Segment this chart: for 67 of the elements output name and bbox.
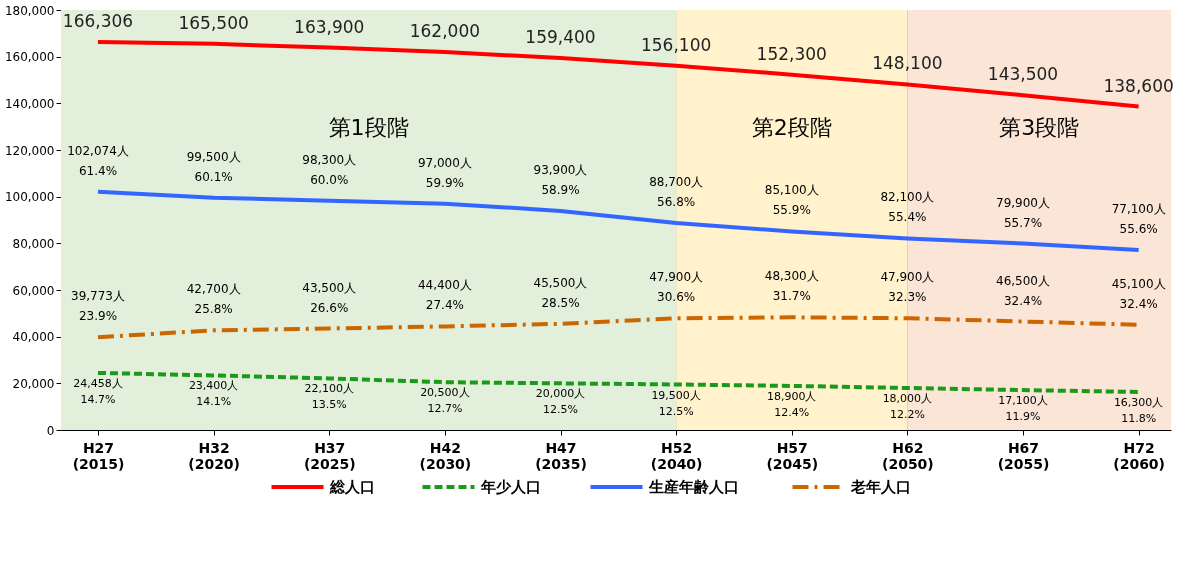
y-tick-label: 20,000 <box>12 376 55 391</box>
data-label: 138,600 <box>1103 75 1174 96</box>
data-label: 45,500人 28.5% <box>533 275 588 310</box>
y-tick-label: 0 <box>46 423 55 438</box>
data-label: 47,900人 30.6% <box>649 270 704 305</box>
y-tick-label: 180,000 <box>4 3 55 18</box>
data-label: 98,300人 60.0% <box>302 152 357 187</box>
data-label: 18,000人 12.2% <box>882 392 933 421</box>
data-label: 93,900人 58.9% <box>533 162 588 197</box>
data-label: 156,100 <box>640 34 712 55</box>
data-label: 22,100人 13.5% <box>304 382 354 412</box>
data-label: 20,000人 12.5% <box>535 387 586 417</box>
data-label: 43,500人 26.6% <box>302 280 357 315</box>
data-label: 159,400 <box>525 27 596 48</box>
data-label: 17,100人 11.9% <box>998 394 1048 424</box>
data-label: 18,900人 12.4% <box>767 389 817 419</box>
x-tick-label: H57 (2045) <box>766 439 819 472</box>
data-label: 39,773人 23.9% <box>71 289 125 324</box>
data-label: 16,300人 11.8% <box>1113 395 1164 425</box>
band-label: 第2段階 <box>751 114 832 140</box>
x-tick-label: H37 (2025) <box>303 439 356 472</box>
data-label: 99,500人 60.1% <box>186 149 241 184</box>
data-label: 42,700人 25.8% <box>186 282 241 317</box>
data-label: 19,500人 12.5% <box>651 388 701 418</box>
x-tick-label: H32 (2020) <box>188 439 241 472</box>
legend-label: 生産年齢人口 <box>647 478 739 496</box>
data-label: 82,100人 55.4% <box>880 190 935 225</box>
y-tick-label: 40,000 <box>12 330 55 345</box>
data-label: 102,074人 61.4% <box>67 143 129 178</box>
data-label: 143,500 <box>987 64 1059 85</box>
y-tick-label: 60,000 <box>12 283 55 298</box>
x-tick-label: H47 (2035) <box>535 439 587 472</box>
data-label: 77,100人 55.6% <box>1111 202 1166 237</box>
data-label: 47,900人 32.3% <box>880 270 935 305</box>
data-label: 85,100人 55.9% <box>764 183 819 218</box>
x-tick-label: H42 (2030) <box>419 439 472 472</box>
band-label: 第1段階 <box>328 114 409 140</box>
x-tick-label: H67 (2055) <box>997 439 1050 472</box>
x-tick-label: H62 (2050) <box>881 439 934 472</box>
data-label: 162,000 <box>409 21 481 41</box>
legend-label: 総人口 <box>328 478 375 496</box>
data-label: 97,000人 59.9% <box>417 155 472 190</box>
y-tick-label: 80,000 <box>12 236 55 251</box>
x-tick-label: H72 (2060) <box>1113 439 1166 472</box>
legend-label: 年少人口 <box>479 478 541 496</box>
y-tick-label: 100,000 <box>4 190 55 205</box>
data-label: 24,458人 14.7% <box>73 376 123 406</box>
band-label: 第3段階 <box>999 114 1080 140</box>
data-label: 152,300 <box>756 43 827 64</box>
y-tick-label: 120,000 <box>4 143 55 158</box>
data-label: 23,400人 14.1% <box>188 379 239 409</box>
data-label: 44,400人 27.4% <box>417 278 472 313</box>
data-label: 166,306 <box>62 10 134 31</box>
data-label: 148,100 <box>872 53 943 74</box>
x-tick-label: H52 (2040) <box>650 439 703 472</box>
data-label: 48,300人 31.7% <box>764 269 819 304</box>
x-tick-label: H27 (2015) <box>72 439 125 472</box>
data-label: 163,900 <box>294 16 365 37</box>
legend-label: 老年人口 <box>849 478 911 496</box>
data-label: 79,900人 55.7% <box>996 195 1050 230</box>
data-label: 165,500 <box>178 12 249 33</box>
y-tick-label: 140,000 <box>4 96 55 111</box>
y-tick-label: 160,000 <box>4 50 55 65</box>
data-label: 46,500人 32.4% <box>996 273 1050 308</box>
data-label: 45,100人 32.4% <box>1111 276 1166 311</box>
data-label: 20,500人 12.7% <box>420 386 470 416</box>
data-label: 88,700人 56.8% <box>649 175 704 210</box>
